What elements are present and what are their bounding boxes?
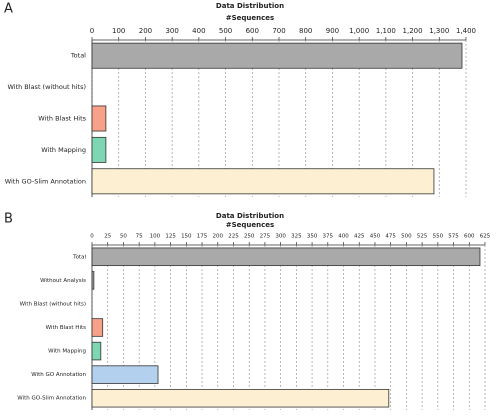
x-tick-label: 1,000 (349, 27, 369, 35)
category-label: With Blast (without hits) (7, 83, 86, 91)
chart-title: Data Distribution (216, 212, 284, 220)
bar (91, 42, 463, 69)
x-tick-label: 150 (181, 234, 192, 240)
category-label: With GO Annotation (31, 372, 86, 378)
x-tick-label: 25 (104, 234, 111, 240)
x-tick-label: 1,100 (376, 27, 396, 35)
bar (91, 341, 102, 361)
category-label: With GO-Slim Annotation (17, 396, 86, 402)
x-tick-label: 300 (275, 234, 286, 240)
category-label: Without Analysis (40, 278, 86, 284)
bar (91, 168, 435, 195)
x-tick-label: 550 (433, 234, 444, 240)
x-tick-label: 700 (272, 27, 285, 35)
panel-label: A (4, 2, 13, 17)
x-tick-label: 50 (120, 234, 127, 240)
x-tick-label: 575 (448, 234, 459, 240)
x-tick-label: 0 (90, 234, 94, 240)
x-tick-label: 100 (150, 234, 161, 240)
x-tick-label: 375 (323, 234, 334, 240)
x-tick-label: 425 (354, 234, 365, 240)
panel-label: B (4, 212, 13, 227)
x-tick-label: 0 (90, 27, 94, 35)
category-label: With Blast Hits (46, 325, 86, 331)
x-tick-label: 450 (370, 234, 381, 240)
x-tick-label: 500 (401, 234, 412, 240)
x-tick-label: 200 (139, 27, 152, 35)
x-tick-label: 100 (112, 27, 125, 35)
axis-label: #Sequences (226, 14, 274, 22)
x-tick-label: 175 (197, 234, 208, 240)
bar (91, 318, 104, 337)
axis-label: #Sequences (226, 221, 274, 229)
category-label: With GO-Slim Annotation (5, 177, 86, 185)
category-label: With Mapping (41, 146, 86, 154)
x-tick-label: 500 (219, 27, 232, 35)
x-tick-label: 800 (299, 27, 312, 35)
bar (91, 388, 390, 408)
x-tick-label: 525 (417, 234, 428, 240)
x-tick-label: 625 (480, 234, 491, 240)
x-tick-label: 900 (326, 27, 339, 35)
x-tick-label: 400 (192, 27, 205, 35)
x-tick-label: 250 (244, 234, 255, 240)
x-tick-label: 325 (291, 234, 302, 240)
x-tick-label: 1,400 (456, 27, 476, 35)
category-label: With Mapping (48, 349, 86, 355)
x-tick-label: 1,200 (403, 27, 423, 35)
bar (91, 136, 107, 163)
x-tick-label: 75 (136, 234, 143, 240)
x-tick-label: 350 (307, 234, 318, 240)
category-label: Total (70, 52, 86, 60)
x-tick-label: 200 (213, 234, 224, 240)
bar (91, 247, 481, 267)
x-tick-label: 1,300 (429, 27, 449, 35)
x-tick-label: 300 (165, 27, 178, 35)
x-tick-label: 225 (228, 234, 239, 240)
bar (91, 105, 107, 132)
bar (91, 271, 95, 290)
x-tick-label: 275 (260, 234, 271, 240)
x-tick-label: 475 (385, 234, 396, 240)
x-tick-label: 600 (464, 234, 475, 240)
x-tick-label: 600 (246, 27, 259, 35)
x-tick-label: 125 (165, 234, 176, 240)
bar (91, 365, 159, 384)
x-tick-label: 400 (338, 234, 349, 240)
category-label: Total (72, 254, 86, 260)
category-label: With Blast Hits (38, 115, 86, 123)
category-label: With Blast (without hits) (20, 301, 86, 307)
chart-title: Data Distribution (216, 2, 284, 10)
